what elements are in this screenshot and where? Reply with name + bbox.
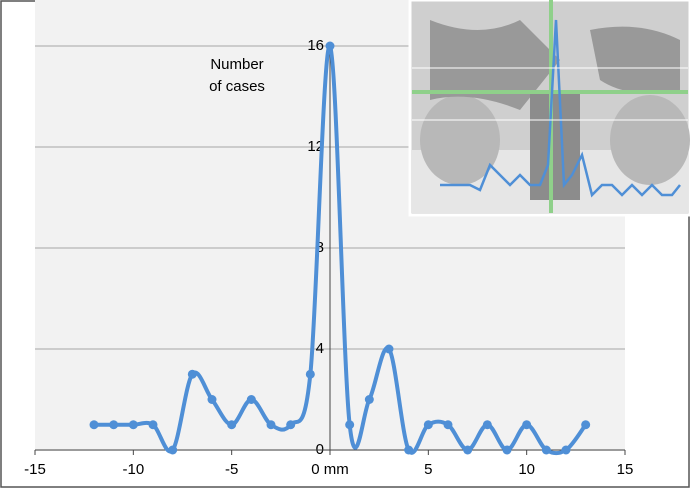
point — [345, 420, 354, 429]
y-axis-label: of cases — [209, 78, 265, 95]
point — [129, 420, 138, 429]
x-tick-label: -15 — [24, 461, 46, 478]
point — [365, 395, 374, 404]
x-tick-label: -5 — [225, 461, 238, 478]
point — [188, 370, 197, 379]
x-tick-label: -10 — [122, 461, 144, 478]
point — [483, 420, 492, 429]
y-tick-label: 16 — [307, 37, 324, 54]
point — [404, 446, 413, 455]
point — [581, 420, 590, 429]
point — [90, 420, 99, 429]
point — [522, 420, 531, 429]
inset-image — [410, 0, 690, 215]
point — [385, 345, 394, 354]
x-tick-label: 5 — [424, 461, 432, 478]
x-tick-label: 10 — [518, 461, 535, 478]
x-tick-label: 15 — [617, 461, 634, 478]
x-tick-label: 0 mm — [311, 461, 349, 478]
point — [247, 395, 256, 404]
point — [463, 446, 472, 455]
point — [109, 420, 118, 429]
point — [168, 446, 177, 455]
point — [227, 420, 236, 429]
point — [208, 395, 217, 404]
point — [424, 420, 433, 429]
page: {"chart_data": {"type": "line", "y_label… — [0, 0, 690, 488]
chart: 0481216-15-10-50 mm51015 Number of cases — [0, 0, 690, 488]
point — [562, 446, 571, 455]
point — [306, 370, 315, 379]
point — [286, 420, 295, 429]
point — [503, 446, 512, 455]
y-tick-label: 0 — [316, 441, 324, 458]
y-tick-label: 4 — [316, 340, 324, 357]
point — [267, 420, 276, 429]
point — [444, 420, 453, 429]
point — [149, 420, 158, 429]
point — [542, 446, 551, 455]
y-axis-label: Number — [210, 56, 263, 73]
point — [326, 42, 335, 51]
